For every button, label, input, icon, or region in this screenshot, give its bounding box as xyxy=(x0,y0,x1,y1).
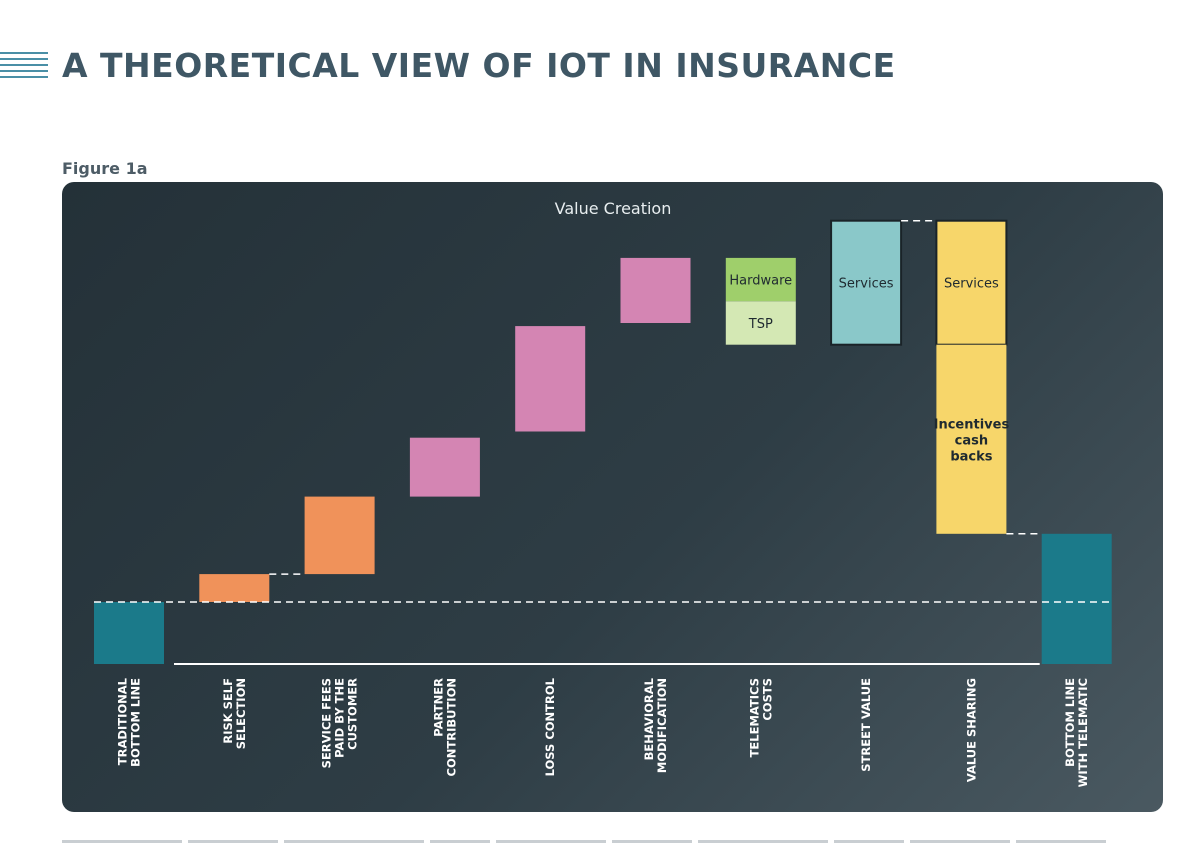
category-label: TELEMATICS xyxy=(747,678,761,757)
chart-panel: Value Creation Hardware TSP Services Service… xyxy=(62,182,1163,812)
category-label: LOSS CONTROL xyxy=(543,677,557,776)
footer-body-text xyxy=(62,840,1163,852)
bar-9-yellow xyxy=(935,219,1008,346)
bar-label: Hardware xyxy=(729,274,792,289)
bar-5-pink xyxy=(620,257,691,323)
page-title: A THEORETICAL VIEW OF IOT IN INSURANCE xyxy=(62,46,896,85)
category-label: BEHAVIORAL xyxy=(642,677,656,760)
category-label: CONTRIBUTION xyxy=(444,678,458,776)
bar-label: Services xyxy=(839,277,894,292)
bar-4-pink xyxy=(515,326,586,432)
category-label: PAID BY THE xyxy=(333,678,347,758)
category-label: BOTTOM LINE xyxy=(1063,678,1077,767)
bar-10-yellow xyxy=(936,344,1007,534)
bar-6-green xyxy=(725,257,796,302)
bar-label: backs xyxy=(950,449,992,464)
category-label: VALUE SHARING xyxy=(964,678,978,782)
category-label: RISK SELF xyxy=(221,678,235,744)
bar-2-orange xyxy=(304,496,375,575)
category-label: WITH TELEMATIC xyxy=(1076,678,1090,787)
bar-label: Services xyxy=(944,277,999,292)
category-label: SELECTION xyxy=(234,678,248,749)
category-label: PARTNER xyxy=(431,678,445,737)
bar-label: TSP xyxy=(748,317,773,332)
bar-label: Incentives xyxy=(934,417,1010,432)
category-label: BOTTOM LINE xyxy=(129,678,143,767)
bar-7-light_green xyxy=(725,301,796,345)
waterfall-chart: Value Creation Hardware TSP Services Service… xyxy=(94,199,1112,787)
bar-11-teal xyxy=(1041,533,1112,664)
bar-8-light_teal xyxy=(830,219,903,346)
bar-0-teal xyxy=(94,602,164,664)
category-label: TRADITIONAL xyxy=(116,677,130,765)
bar-3-pink xyxy=(409,437,480,497)
bar-1-orange xyxy=(199,574,270,602)
bar-label: cash xyxy=(955,433,988,448)
category-label: STREET VALUE xyxy=(859,678,873,772)
category-label: SERVICE FEES xyxy=(320,678,334,768)
title-decoration xyxy=(0,52,48,80)
chart-title: Value Creation xyxy=(555,199,672,218)
category-label: COSTS xyxy=(760,678,774,721)
category-label: CUSTOMER xyxy=(346,678,360,750)
figure-label: Figure 1a xyxy=(62,159,148,178)
category-label: MODIFICATION xyxy=(655,678,669,773)
